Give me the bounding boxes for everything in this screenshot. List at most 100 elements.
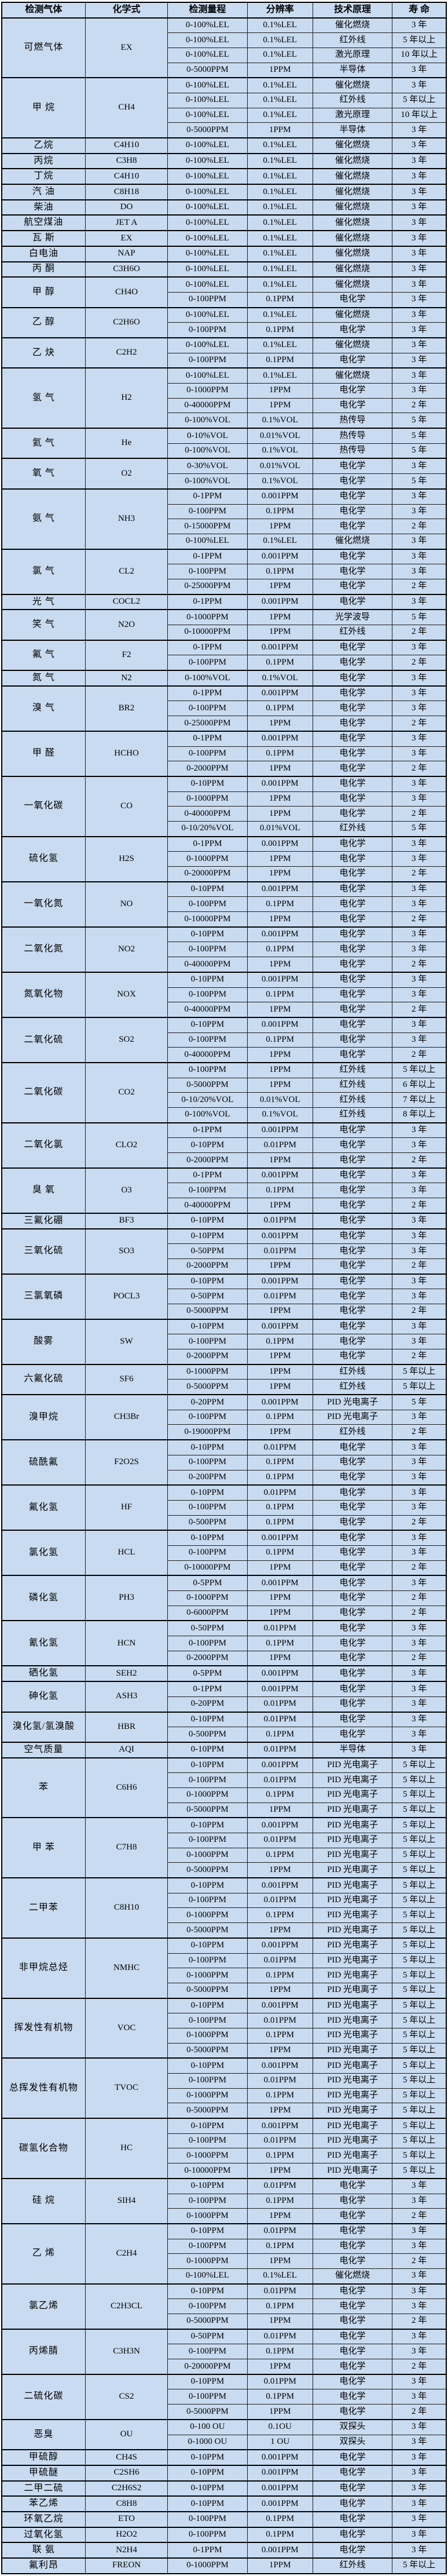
gas-name-cell: 氯乙烯 — [1, 2283, 86, 2330]
lifespan-cell: 8 年以上 — [392, 1107, 447, 1123]
range-cell: 0-100PPM — [167, 1409, 248, 1425]
gas-formula-cell: SO3 — [85, 1228, 168, 1275]
lifespan-cell: 3 年 — [392, 245, 447, 262]
gas-name-cell: 氧 气 — [1, 458, 86, 490]
table-row: 硫化氢 H2S 0-1PPM 0.001PPM 电化学 3 年 — [1, 835, 447, 882]
resolution-cell: 0.1%LEL — [247, 137, 313, 154]
table-row: 0-100PPM 0.1PPM 电化学 3 年 — [2, 2389, 447, 2405]
principle-cell: 电化学 — [312, 1711, 393, 1728]
resolution-cell: 0.01PPM — [247, 2373, 313, 2390]
lifespan-cell: 3 年 — [392, 152, 447, 169]
gas-name-cell: 氟化氢 — [1, 1484, 86, 1531]
principle-cell: 电化学 — [312, 2253, 393, 2269]
table-row: 0-5000PPM 1PPM PID 光电离子 5 年以上 — [2, 1862, 447, 1878]
resolution-cell: 0.01PPM — [247, 2013, 313, 2028]
principle-cell: 电化学 — [312, 2449, 393, 2466]
principle-cell: 催化燃烧 — [312, 276, 393, 293]
table-row: 甲硫醇 CH4S 0-10PPM 0.001PPM 电化学 3 年 — [1, 2449, 447, 2466]
table-row: 三氧化硫 SO3 0-10PPM 0.001PPM 电化学 3 年 — [1, 1228, 447, 1275]
range-cell: 0-1PPM — [167, 548, 248, 565]
lifespan-cell: 3 年 — [392, 1454, 447, 1471]
principle-cell: 电化学 — [312, 1575, 393, 1592]
lifespan-cell: 3 年 — [392, 367, 447, 384]
lifespan-cell: 3 年 — [392, 2373, 447, 2390]
lifespan-cell: 3 年 — [392, 1727, 447, 1743]
table-row: 0-1000PPM 0.1PPM PID 光电离子 5 年以上 — [2, 1968, 447, 1983]
resolution-cell: 0.001PPM — [247, 1757, 313, 1774]
table-row: 0-100PPM 0.1PPM 电化学 3 年 — [2, 987, 447, 1003]
principle-cell: 电化学 — [312, 1469, 393, 1486]
range-cell: 0-50PPM — [167, 2328, 248, 2345]
table-row: 甲 醇 CH4O 0-100%LEL 0.1%LEL 催化燃烧 3 年 — [1, 276, 447, 308]
resolution-cell: 0.01PPM — [247, 1620, 313, 1637]
resolution-cell: 0.001PPM — [247, 1937, 313, 1954]
lifespan-cell: 2 年 — [392, 1605, 447, 1621]
range-cell: 0-40000PPM — [167, 1198, 248, 1214]
lifespan-cell: 3 年 — [392, 184, 447, 200]
range-cell: 0-100PPM — [167, 564, 248, 579]
gas-name-cell: 砷化氢 — [1, 1681, 86, 1713]
table-row: 0-100PPM 0.1PPM 电化学 3 年 — [2, 1334, 447, 1349]
table-row: 氨 气 NH3 0-1PPM 0.001PPM 电化学 3 年 — [1, 488, 447, 550]
table-row: 氟化氢 HF 0-10PPM 0.01PPM 电化学 3 年 — [1, 1484, 447, 1531]
gas-name-cell: 二氧化硫 — [1, 1016, 86, 1063]
range-cell: 0-10PPM — [167, 1439, 248, 1455]
range-cell: 0-100PPM — [167, 2526, 248, 2543]
gas-formula-cell: BF3 — [85, 1212, 168, 1229]
principle-cell: 电化学 — [312, 2313, 393, 2330]
principle-cell: PID 光电离子 — [312, 2027, 393, 2044]
table-row: 0-1000PPM 1PPM 电化学 3 年 — [2, 383, 447, 399]
resolution-cell: 0.1%LEL — [247, 17, 313, 34]
principle-cell: 红外线 — [312, 624, 393, 641]
lifespan-cell: 3 年 — [392, 2238, 447, 2254]
table-row: 甲 苯 C7H8 0-10PPM 0.001PPM PID 光电离子 5 年以上 — [1, 1817, 447, 1878]
gas-name-cell: 氟利昂 — [1, 2557, 86, 2574]
principle-cell: 电化学 — [312, 383, 393, 399]
principle-cell: 电化学 — [312, 2193, 393, 2209]
principle-cell: 电化学 — [312, 1273, 393, 1290]
table-row: 二甲苯 C8H10 0-10PPM 0.001PPM PID 光电离子 5 年以上 — [1, 1877, 447, 1939]
lifespan-cell: 3 年 — [392, 851, 447, 867]
lifespan-cell: 3 年 — [392, 700, 447, 717]
lifespan-cell: 3 年 — [392, 1243, 447, 1259]
table-row: 0-100%VOL 0.1%VOL 热传导 5 年 — [2, 413, 447, 429]
lifespan-cell: 3 年 — [392, 1665, 447, 1682]
resolution-cell: 0.1%LEL — [247, 367, 313, 384]
resolution-cell: 1PPM — [247, 2313, 313, 2330]
table-row: 0-100PPM 0.01PPM PID 光电离子 5 年以上 — [2, 1833, 447, 1848]
table-row: 0-100%VOL 0.1%VOL 电化学 5 年 — [2, 473, 447, 490]
table-row: 氯 气 CL2 0-1PPM 0.001PPM 电化学 3 年 — [1, 548, 447, 595]
lifespan-cell: 5 年以上 — [392, 2073, 447, 2089]
table-row: 乙 烯 C2H4 0-10PPM 0.01PPM 电化学 3 年 — [1, 2223, 447, 2285]
table-row: 0-20PPM 0.01PPM 电化学 3 年 — [2, 1696, 447, 1713]
gas-name-cell: 乙 炔 — [1, 337, 86, 368]
lifespan-cell: 2 年 — [392, 866, 447, 882]
range-cell: 0-100%VOL — [167, 413, 248, 429]
range-cell: 0-100PPM — [167, 987, 248, 1003]
range-cell: 0-100%LEL — [167, 276, 248, 293]
range-cell: 0-100%LEL — [167, 77, 248, 93]
gas-formula-cell: C3H6O — [85, 261, 168, 278]
resolution-cell: 0.1%LEL — [247, 2268, 313, 2285]
resolution-cell: 0.1PPM — [247, 1727, 313, 1743]
range-cell: 0-100PPM — [167, 1953, 248, 1969]
lifespan-cell: 3 年 — [392, 77, 447, 93]
gas-formula-cell: SF6 — [85, 1363, 168, 1395]
table-row: 0-100PPM 0.1PPM 电化学 3 年 — [2, 291, 447, 308]
table-row: 0-100PPM 0.1PPM 电化学 3 年 — [2, 700, 447, 717]
gas-formula-cell: OU — [85, 2418, 168, 2450]
resolution-cell: 1PPM — [247, 1922, 313, 1939]
resolution-cell: 0.01%VOL — [247, 1092, 313, 1108]
gas-name-cell: 一氧化氮 — [1, 881, 86, 928]
gas-name-cell: 苯乙烯 — [1, 2495, 86, 2512]
resolution-cell: 1PPM — [247, 2163, 313, 2179]
range-cell: 0-100PPM — [167, 2389, 248, 2405]
lifespan-cell: 5 年以上 — [392, 1061, 447, 1078]
table-row: 硒化氢 SEH2 0-5PPM 0.001PPM 电化学 3 年 — [1, 1665, 447, 1682]
table-row: 0-1000PPM 0.1PPM PID 光电离子 5 年以上 — [2, 1907, 447, 1924]
range-cell: 0-10PPM — [167, 1997, 248, 2014]
principle-cell: PID 光电离子 — [312, 2073, 393, 2089]
range-cell: 0-10PPM — [167, 1016, 248, 1033]
range-cell: 0-100PPM — [167, 2133, 248, 2149]
table-row: 0-5000PPM 1PPM 电化学 2 年 — [2, 2404, 447, 2420]
